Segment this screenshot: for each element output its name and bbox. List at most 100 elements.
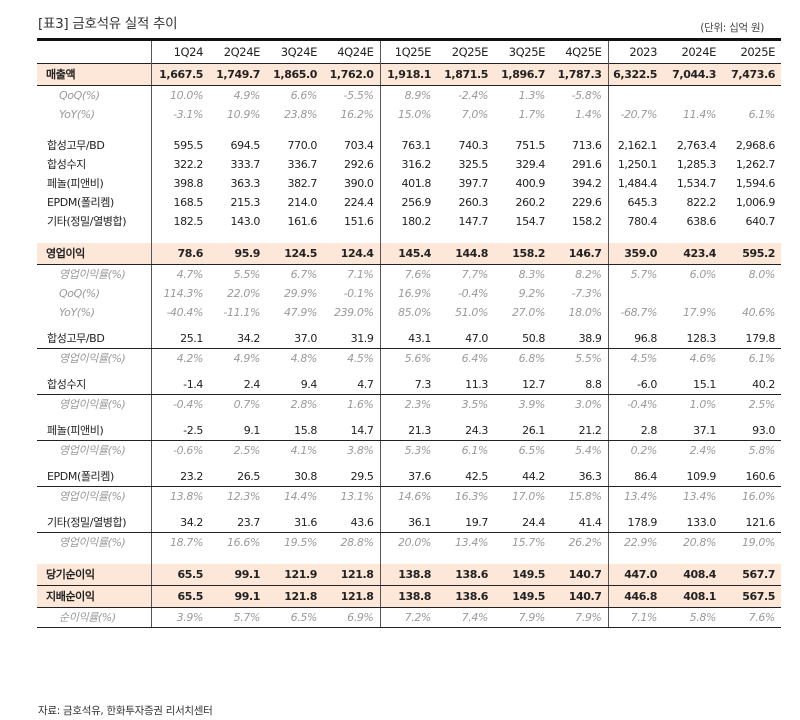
spacer-cell <box>494 506 551 513</box>
value-cell: 26.2% <box>551 532 609 552</box>
value-cell: 34.2 <box>151 513 209 533</box>
value-cell: 109.9 <box>663 467 722 487</box>
value-cell: 50.8 <box>494 329 551 349</box>
value-cell: -11.1% <box>223 306 260 319</box>
value-cell: 1,006.9 <box>735 196 776 209</box>
value-cell: 4.1% <box>290 444 318 457</box>
value-cell: 2.3% <box>404 398 432 411</box>
spacer-cell <box>608 506 663 513</box>
value-cell: 7.9% <box>494 607 551 628</box>
value-cell: 99.1 <box>209 564 266 586</box>
spacer-cell <box>37 460 152 467</box>
value-cell: 4.5% <box>323 348 381 368</box>
value-cell: 17.0% <box>512 490 545 503</box>
value-cell: 15.8% <box>551 486 609 506</box>
value-cell: 14.7 <box>323 421 381 441</box>
value-cell: 1,865.0 <box>266 63 323 86</box>
value-cell: 14.4% <box>284 490 317 503</box>
value-cell: 398.8 <box>173 177 204 190</box>
value-cell: 694.5 <box>230 139 261 152</box>
value-cell: 7,473.6 <box>722 63 781 86</box>
value-cell: 124.5 <box>266 243 323 265</box>
row-label: 순이익률(%) <box>37 607 152 628</box>
spacer-cell <box>209 460 266 467</box>
spacer-cell <box>151 414 209 421</box>
spacer-cell <box>266 460 323 467</box>
value-cell: 158.2 <box>494 243 551 265</box>
value-cell: -0.6% <box>173 444 203 457</box>
value-cell: 423.4 <box>663 243 722 265</box>
value-cell: -0.4% <box>627 398 657 411</box>
spacer-cell <box>380 368 437 375</box>
table-row-op-epdm-m: 영업이익률(%) 13.8% 12.3% 14.4% 13.1% 14.6% 16.3% 17… <box>37 486 781 506</box>
spacer-cell <box>209 506 266 513</box>
value-cell: 124.4 <box>323 243 381 265</box>
spacer-cell <box>722 368 781 375</box>
value-cell: 3.9% <box>518 398 546 411</box>
value-cell: 7,044.3 <box>663 63 722 86</box>
table-row-ni: 당기순이익 65.5 99.1 121.9 121.8 138.8 138.6 149.5 14… <box>37 564 781 586</box>
value-cell: 51.0% <box>455 306 488 319</box>
row-label: QoQ(%) <box>37 85 152 105</box>
spacer-cell <box>266 368 323 375</box>
value-cell: 6.9% <box>323 607 381 628</box>
value-cell: 149.5 <box>494 585 551 608</box>
col-header: 4Q24E <box>323 38 381 64</box>
value-cell: 18.0% <box>551 303 609 322</box>
value-cell: 770.0 <box>287 139 318 152</box>
value-cell: 93.0 <box>722 421 781 441</box>
spacer-cell <box>608 368 663 375</box>
row-label: QoQ(%) <box>37 284 152 303</box>
value-cell: 12.7 <box>494 375 551 395</box>
value-cell: 291.6 <box>551 155 609 174</box>
value-cell: 5.8% <box>663 607 722 628</box>
spacer-cell <box>151 552 209 564</box>
spacer-cell <box>608 322 663 329</box>
value-cell: 8.0% <box>748 268 776 281</box>
value-cell: 6.6% <box>290 89 318 102</box>
value-cell: 85.0% <box>398 306 431 319</box>
value-cell: 24.4 <box>494 513 551 533</box>
spacer-cell <box>380 506 437 513</box>
value-cell: 149.5 <box>494 564 551 586</box>
value-cell: 121.6 <box>722 513 781 533</box>
value-cell: 40.6% <box>742 306 775 319</box>
row-label: 영업이익률(%) <box>37 486 152 506</box>
source-note: 자료: 금호석유, 한화투자증권 리서치센터 <box>38 705 213 717</box>
spacer-cell <box>380 231 437 243</box>
row-label: 기타(정밀/열병합) <box>37 212 152 231</box>
value-cell: 151.6 <box>323 212 381 231</box>
value-cell: 38.9 <box>551 329 609 349</box>
value-cell: 1,762.0 <box>323 63 381 86</box>
row-label: YoY(%) <box>37 105 152 124</box>
value-cell: 1.6% <box>323 394 381 414</box>
value-cell: 43.1 <box>380 329 437 349</box>
value-cell: 4.8% <box>290 352 318 365</box>
spacer-cell <box>722 506 781 513</box>
value-cell: 5.8% <box>748 444 776 457</box>
value-cell: -5.8% <box>551 85 609 105</box>
row-label: 기타(정밀/열병합) <box>37 513 152 533</box>
value-cell: -68.7% <box>620 306 657 319</box>
value-cell: 16.9% <box>398 287 431 300</box>
value-cell: 140.7 <box>551 585 609 608</box>
spacer-cell <box>209 368 266 375</box>
value-cell: 24.3 <box>437 421 494 441</box>
spacer-cell <box>323 460 381 467</box>
value-cell: 1,262.7 <box>735 158 776 171</box>
value-cell: -0.4% <box>173 398 203 411</box>
value-cell: 401.8 <box>401 177 432 190</box>
spacer-cell <box>266 552 323 564</box>
value-cell: 21.3 <box>380 421 437 441</box>
value-cell: 147.7 <box>458 215 489 228</box>
value-cell: 95.9 <box>209 243 266 265</box>
value-cell: 16.0% <box>742 490 775 503</box>
value-cell: 4.9% <box>233 89 261 102</box>
value-cell: 16.3% <box>455 490 488 503</box>
value-cell: 645.3 <box>627 196 658 209</box>
row-label: 영업이익률(%) <box>37 264 152 284</box>
value-cell: 65.5 <box>151 564 209 586</box>
value-cell: 128.3 <box>663 329 722 349</box>
row-label: 영업이익률(%) <box>37 532 152 552</box>
spacer-row <box>37 552 781 564</box>
